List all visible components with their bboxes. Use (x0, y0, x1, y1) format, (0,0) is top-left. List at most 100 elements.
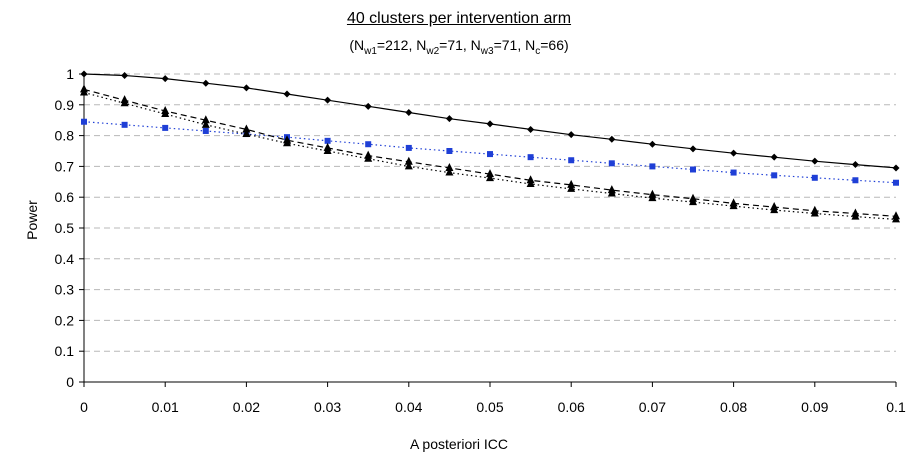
data-point (283, 90, 291, 98)
data-point (445, 115, 453, 123)
data-point (486, 169, 494, 178)
y-tick-label: 0.2 (55, 312, 75, 328)
x-tick-label: 0.02 (233, 399, 260, 415)
data-point (771, 172, 778, 179)
data-point (365, 141, 372, 148)
data-point (811, 174, 818, 181)
data-point (323, 146, 332, 154)
x-tick-label: 0 (80, 399, 88, 415)
x-tick-label: 0.03 (314, 399, 341, 415)
data-point (851, 211, 860, 220)
x-tick-label: 0.06 (558, 399, 585, 415)
subtitle-part: w3 (480, 45, 494, 57)
data-point (202, 127, 209, 134)
data-point (770, 205, 779, 214)
data-point (649, 163, 656, 170)
data-point (486, 120, 494, 128)
y-tick-label: 0.9 (55, 97, 75, 113)
data-point (404, 156, 413, 165)
data-point (446, 148, 453, 154)
subtitle-part: (N (349, 37, 365, 53)
data-point (567, 131, 575, 139)
data-point (80, 70, 88, 78)
y-tick-label: 0.1 (55, 343, 75, 359)
y-tick-label: 0.3 (55, 282, 75, 298)
data-point (486, 173, 494, 182)
data-point (689, 145, 697, 153)
data-point (648, 193, 657, 202)
chart-title: 40 clusters per intervention arm (346, 10, 572, 27)
data-point (161, 75, 169, 83)
subtitle-part: =71, N (439, 37, 481, 53)
y-tick-label: 0 (66, 374, 74, 390)
data-point (730, 169, 737, 176)
data-point (81, 118, 87, 125)
data-point (811, 157, 819, 165)
x-tick-label: 0.09 (801, 399, 828, 415)
x-tick-label: 0.07 (639, 399, 666, 415)
data-point (364, 153, 373, 162)
data-point (487, 151, 493, 158)
data-point (526, 178, 535, 187)
data-point (851, 161, 859, 169)
data-point (608, 135, 616, 143)
data-point (445, 167, 454, 176)
data-point (242, 124, 251, 133)
data-point (690, 166, 696, 173)
x-tick-label: 0.1 (886, 399, 906, 415)
y-tick-label: 0.4 (55, 251, 75, 267)
data-point (729, 201, 738, 210)
subtitle-part: c (535, 45, 541, 57)
data-point (405, 144, 412, 151)
data-point (80, 87, 88, 96)
data-point (201, 119, 210, 128)
data-point (283, 138, 291, 147)
x-tick-label: 0.01 (152, 399, 179, 415)
data-point (568, 157, 575, 164)
y-tick-label: 0.8 (55, 128, 75, 144)
data-point (607, 188, 616, 197)
data-point (893, 179, 899, 186)
data-point (852, 177, 859, 184)
data-point (324, 137, 331, 144)
data-point (324, 96, 332, 104)
x-tick-label: 0.04 (395, 399, 422, 415)
data-point (770, 153, 778, 161)
data-point (120, 98, 129, 107)
subtitle-part: =66) (540, 37, 569, 53)
y-tick-label: 0.6 (55, 189, 75, 205)
data-point (648, 140, 656, 148)
data-point (527, 154, 534, 161)
data-point (202, 79, 210, 87)
data-point (405, 109, 413, 116)
x-axis-label: A posteriori ICC (409, 436, 509, 452)
data-point (404, 161, 413, 170)
data-point (730, 149, 738, 157)
subtitle-part: =212, N (376, 37, 427, 53)
data-point (242, 84, 250, 92)
data-point (201, 115, 210, 124)
data-point (121, 121, 128, 128)
data-point (445, 162, 454, 171)
data-point (121, 72, 129, 80)
data-point (608, 160, 615, 167)
y-tick-label: 0.5 (55, 220, 75, 236)
y-tick-label: 0.7 (55, 158, 75, 174)
data-point (364, 102, 372, 110)
data-point (527, 125, 535, 133)
y-tick-label: 1 (66, 66, 74, 82)
data-point (567, 183, 576, 192)
data-point (689, 197, 697, 206)
x-tick-label: 0.05 (476, 399, 503, 415)
subtitle-part: =71, N (493, 37, 536, 53)
data-point (242, 129, 251, 138)
subtitle-part: w1 (364, 45, 377, 57)
subtitle-part: w2 (426, 45, 440, 57)
data-point (567, 179, 576, 188)
x-tick-label: 0.08 (720, 399, 747, 415)
series-line-2 (83, 121, 897, 184)
chart-subtitle: (Nw1=212, Nw2=71, Nw3=71, Nc=66) (0, 37, 918, 57)
data-point (810, 208, 819, 217)
data-point (892, 214, 900, 223)
